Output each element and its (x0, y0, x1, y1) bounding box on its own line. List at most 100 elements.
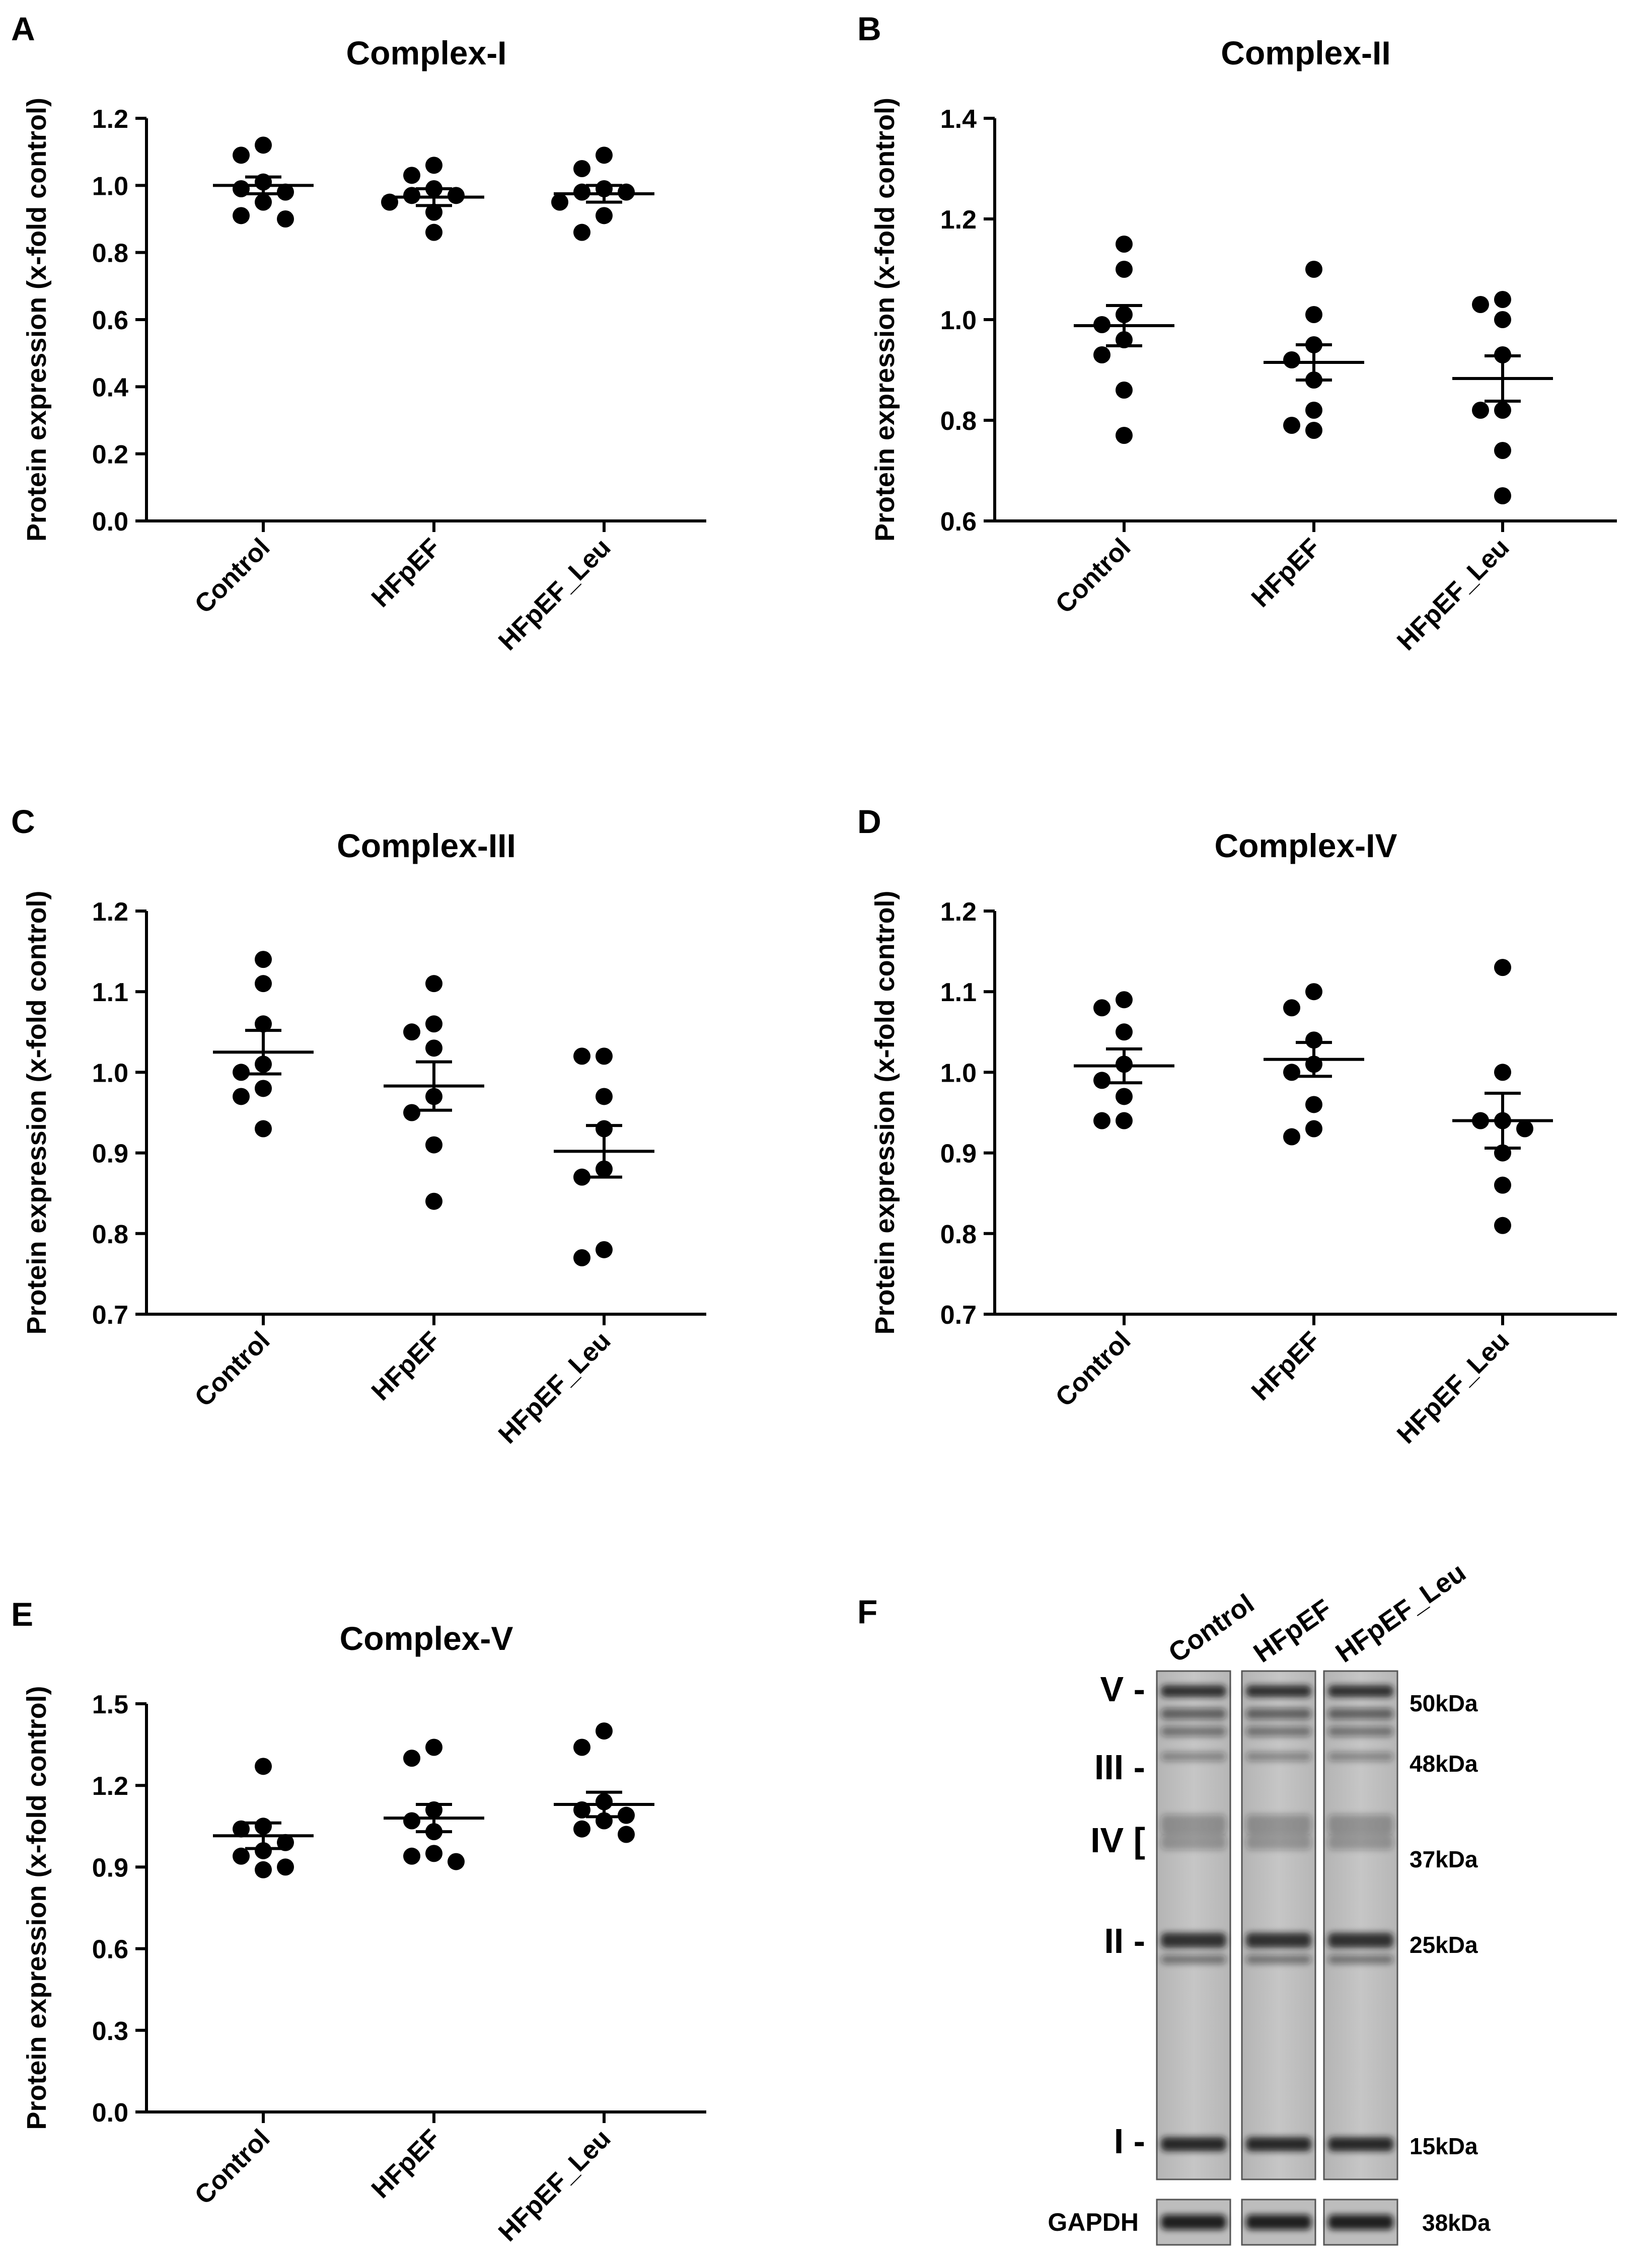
y-tick-label: 1.0 (940, 1059, 977, 1088)
series-hfpef-leu (1452, 959, 1553, 1234)
series-hfpef-leu (1452, 291, 1553, 504)
y-tick-label: 0.8 (92, 239, 128, 268)
chart-title: Complex-IV (1214, 827, 1397, 864)
y-tick-label: 0.8 (940, 1220, 977, 1249)
data-point (1093, 1072, 1110, 1089)
series-control (213, 1758, 314, 1878)
kda-marker: 50kDa (1410, 1690, 1478, 1716)
y-tick-label: 1.0 (92, 172, 128, 201)
data-point (596, 1241, 613, 1258)
panel-letter: C (11, 803, 35, 840)
data-point (255, 975, 272, 993)
chart-panel-c: C Complex-III Protein expression (x-fold c… (11, 803, 706, 1450)
data-point (1116, 261, 1133, 278)
data-point (425, 1738, 442, 1756)
data-point (1305, 1031, 1322, 1049)
series-hfpef-leu (554, 1722, 654, 1843)
blot-lane (1241, 1670, 1316, 2246)
data-point (1494, 402, 1511, 419)
lane-label: HFpEF (1248, 1594, 1337, 1669)
data-point (573, 1249, 590, 1266)
data-point (233, 1847, 250, 1865)
data-point (1494, 1064, 1511, 1081)
data-point (425, 223, 442, 241)
y-tick-label: 1.2 (940, 897, 977, 927)
chart-title: Complex-II (1221, 34, 1390, 71)
y-tick-label: 1.2 (92, 1772, 128, 1801)
data-point (1494, 1176, 1511, 1194)
x-tick-label: HFpEF_Leu (493, 2124, 616, 2247)
chart-panel-e: E Complex-V Protein expression (x-fold con… (11, 1596, 706, 2247)
gapdh-band (1328, 2215, 1393, 2230)
y-tick-label: 0.8 (92, 1220, 128, 1249)
panel-letter: E (11, 1596, 33, 1633)
chart-panel-a: A Complex-I Protein expression (x-fold con… (11, 10, 706, 656)
y-axis-label: Protein expression (x-fold control) (870, 890, 900, 1334)
protein-band (1328, 1933, 1393, 1948)
data-point (403, 1750, 420, 1767)
panel-letter: B (857, 10, 881, 47)
y-tick-label: 1.1 (92, 978, 128, 1007)
data-point (1472, 296, 1489, 313)
y-axis-label: Protein expression (x-fold control) (22, 98, 52, 542)
data-point (425, 1845, 442, 1862)
data-point (233, 1064, 250, 1081)
y-tick-label: 0.9 (92, 1853, 128, 1882)
data-point (573, 1738, 590, 1756)
y-tick-label: 0.9 (940, 1140, 977, 1169)
data-point (1494, 311, 1511, 328)
data-point (233, 146, 250, 164)
protein-band (1328, 1815, 1393, 1835)
chart-title: Complex-V (340, 1620, 513, 1657)
y-tick-label: 0.6 (92, 306, 128, 335)
complex-label: IV [ (1090, 1821, 1145, 1860)
protein-band (1246, 1933, 1311, 1948)
data-point (1305, 1096, 1322, 1113)
data-point (573, 223, 590, 241)
data-point (596, 146, 613, 164)
protein-band (1246, 1835, 1311, 1850)
lane-label: Control (1163, 1589, 1259, 1669)
series-hfpef (1264, 983, 1364, 1146)
protein-band (1246, 1685, 1311, 1697)
y-tick-label: 0.8 (940, 407, 977, 436)
data-point (233, 207, 250, 224)
x-tick-label: HFpEF (1246, 533, 1326, 613)
data-point (618, 1826, 635, 1843)
x-tick-label: HFpEF (366, 533, 446, 613)
y-tick-label: 1.2 (92, 897, 128, 927)
lane-background (1156, 1670, 1231, 2180)
protein-band (1328, 1726, 1393, 1736)
protein-band (1328, 1955, 1393, 1964)
series-hfpef (384, 975, 484, 1210)
data-point (618, 1806, 635, 1824)
data-point (277, 1858, 294, 1876)
protein-band (1161, 1726, 1226, 1736)
data-point (425, 1136, 442, 1154)
y-tick-label: 0.6 (92, 1935, 128, 1964)
y-axis-label: Protein expression (x-fold control) (22, 890, 52, 1334)
y-tick-label: 1.1 (940, 978, 977, 1007)
data-point (1093, 1112, 1110, 1129)
data-point (255, 1842, 272, 1859)
data-point (1283, 1064, 1300, 1081)
data-point (403, 1847, 420, 1865)
x-tick-label: Control (189, 1326, 276, 1412)
data-point (1283, 1128, 1300, 1146)
data-point (255, 1758, 272, 1775)
protein-band (1161, 1752, 1226, 1761)
data-point (1283, 351, 1300, 368)
data-point (1116, 382, 1133, 399)
data-point (551, 193, 568, 211)
protein-band (1328, 1835, 1393, 1850)
gapdh-band (1246, 2215, 1311, 2230)
data-point (1283, 417, 1300, 434)
protein-band (1161, 1955, 1226, 1964)
y-tick-label: 1.0 (940, 306, 977, 335)
y-tick-label: 0.2 (92, 440, 128, 470)
data-point (1305, 402, 1322, 419)
y-tick-label: 0.6 (940, 507, 977, 537)
protein-band (1161, 1685, 1226, 1697)
panel-letter: F (857, 1593, 877, 1630)
